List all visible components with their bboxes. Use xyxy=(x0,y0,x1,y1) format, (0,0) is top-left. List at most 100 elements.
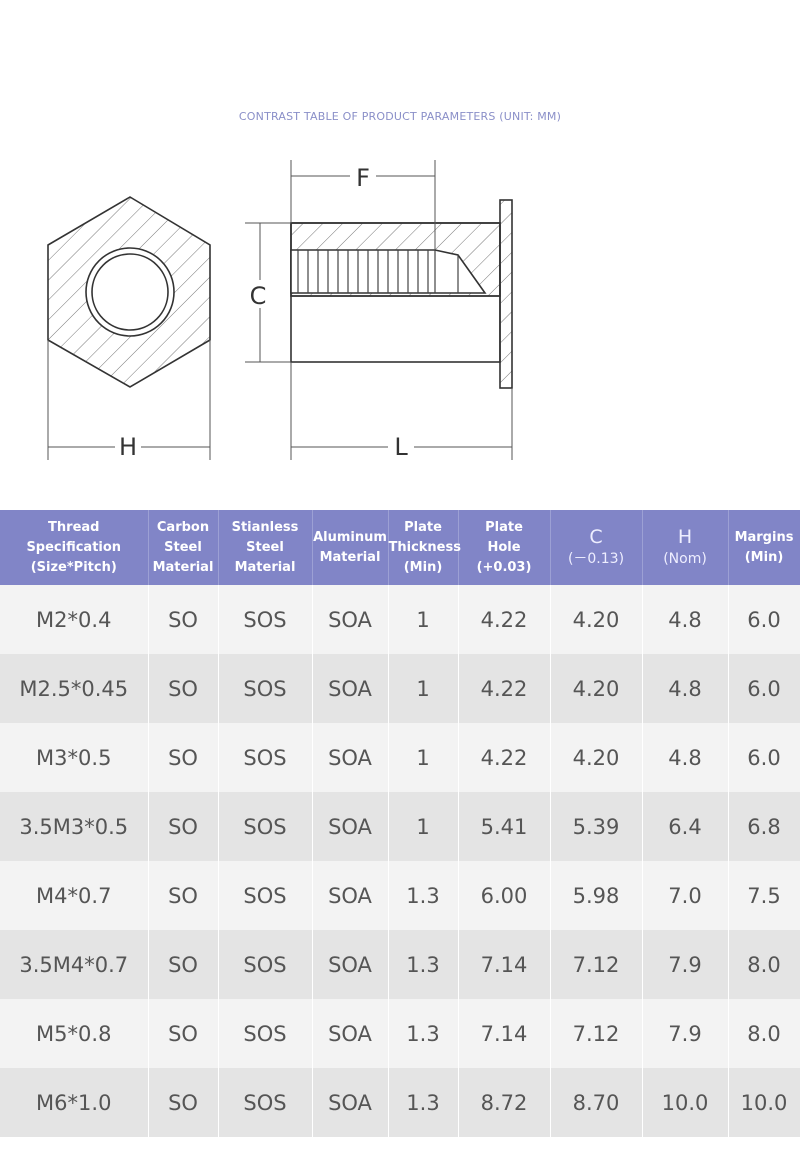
table-cell: SOA xyxy=(312,930,389,999)
table-row: 3.5M4*0.7 SO SOS SOA 1.3 7.14 7.12 7.9 8.0 xyxy=(0,930,800,999)
table-cell: 1 xyxy=(388,723,459,792)
table-cell: M3*0.5 xyxy=(0,723,149,792)
table-cell: 3.5M4*0.7 xyxy=(0,930,149,999)
header-text: Thread Specification xyxy=(26,519,122,555)
table-body: M2*0.4 SO SOS SOA 1 4.22 4.20 4.8 6.0 M2.5*0.45 SO… xyxy=(0,585,800,1137)
table-cell: SO xyxy=(148,999,219,1068)
table-cell: 4.20 xyxy=(550,654,643,723)
header-text: Steel xyxy=(164,539,202,555)
table-cell: SOS xyxy=(218,1068,313,1137)
table-cell: SOA xyxy=(312,1068,389,1137)
table-cell: 4.8 xyxy=(642,723,729,792)
table-cell: 5.39 xyxy=(550,792,643,861)
table-cell: SOS xyxy=(218,999,313,1068)
header-text: Thickness xyxy=(388,539,461,555)
title: CONTRAST TABLE OF PRODUCT PARAMETERS (UN… xyxy=(238,110,562,123)
table-cell: 1.3 xyxy=(388,930,459,999)
table-cell: SOA xyxy=(312,585,389,654)
table-cell: M4*0.7 xyxy=(0,861,149,930)
table-cell: 6.8 xyxy=(728,792,800,861)
header-text: (Size*Pitch) xyxy=(30,559,117,575)
table-cell: 5.41 xyxy=(458,792,551,861)
table-row: M6*1.0 SO SOS SOA 1.3 8.72 8.70 10.0 10.0 xyxy=(0,1068,800,1137)
table-cell: SO xyxy=(148,861,219,930)
header-text: (+0.03) xyxy=(476,559,532,575)
header-text: Material xyxy=(234,559,296,575)
table-cell: SOA xyxy=(312,723,389,792)
table-cell: SOS xyxy=(218,792,313,861)
table-cell: 1 xyxy=(388,792,459,861)
header-cell: Stianless Steel Material xyxy=(218,510,313,585)
table-cell: 4.20 xyxy=(550,585,643,654)
table-cell: 4.8 xyxy=(642,654,729,723)
table-cell: 7.12 xyxy=(550,930,643,999)
table-cell: 7.14 xyxy=(458,930,551,999)
header-text: Plate xyxy=(404,519,442,535)
table-cell: SO xyxy=(148,930,219,999)
dim-label: L xyxy=(394,433,408,461)
table-cell: SOA xyxy=(312,792,389,861)
table-cell: 10.0 xyxy=(728,1068,800,1137)
table-cell: 8.0 xyxy=(728,999,800,1068)
table-cell: SOS xyxy=(218,585,313,654)
table-cell: SOA xyxy=(312,999,389,1068)
table-row: M3*0.5 SO SOS SOA 1 4.22 4.20 4.8 6.0 xyxy=(0,723,800,792)
dim-label: C xyxy=(250,282,267,310)
header-cell: Plate Hole (+0.03) xyxy=(458,510,551,585)
table-cell: SOS xyxy=(218,723,313,792)
header-cell: H (Nom) xyxy=(642,510,729,585)
table-cell: 1 xyxy=(388,654,459,723)
table-cell: 7.9 xyxy=(642,930,729,999)
table-cell: M2.5*0.45 xyxy=(0,654,149,723)
header-cell: Carbon Steel Material xyxy=(148,510,219,585)
table-cell: 7.5 xyxy=(728,861,800,930)
diagram: F C H L xyxy=(47,160,513,461)
header-text: Margins xyxy=(734,529,794,545)
header-text: C xyxy=(589,525,603,548)
table-cell: SOA xyxy=(312,654,389,723)
table-cell: 4.22 xyxy=(458,654,551,723)
header-text: Stianless xyxy=(231,519,299,535)
table-cell: 8.0 xyxy=(728,930,800,999)
table-cell: 6.0 xyxy=(728,654,800,723)
table-cell: 6.4 xyxy=(642,792,729,861)
header-text: Aluminum xyxy=(313,529,387,545)
table-cell: 7.12 xyxy=(550,999,643,1068)
table-cell: 1.3 xyxy=(388,999,459,1068)
table-cell: SO xyxy=(148,585,219,654)
header-cell: Thread Specification (Size*Pitch) xyxy=(0,510,149,585)
header-text: H xyxy=(677,525,693,548)
table-cell: 1.3 xyxy=(388,1068,459,1137)
table-cell: 7.9 xyxy=(642,999,729,1068)
table-cell: 6.0 xyxy=(728,585,800,654)
header-text: Carbon xyxy=(156,519,210,535)
table-cell: SO xyxy=(148,1068,219,1137)
table-cell: 5.98 xyxy=(550,861,643,930)
table-cell: 4.8 xyxy=(642,585,729,654)
table-cell: SO xyxy=(148,723,219,792)
header-cell: Plate Thickness (Min) xyxy=(388,510,461,585)
table-cell: 7.14 xyxy=(458,999,551,1068)
header-text: Material xyxy=(319,549,381,565)
table-cell: 7.0 xyxy=(642,861,729,930)
table-cell: SO xyxy=(148,792,219,861)
header-text: Steel xyxy=(246,539,284,555)
table-cell: M2*0.4 xyxy=(0,585,149,654)
dim-label: H xyxy=(119,433,137,461)
table-cell: 6.0 xyxy=(728,723,800,792)
header-text: (Min) xyxy=(744,549,784,565)
table-cell: 3.5M3*0.5 xyxy=(0,792,149,861)
table-cell: SO xyxy=(148,654,219,723)
table-row: M2.5*0.45 SO SOS SOA 1 4.22 4.20 4.8 6.0 xyxy=(0,654,800,723)
table-cell: 8.72 xyxy=(458,1068,551,1137)
table-cell: SOA xyxy=(312,861,389,930)
header-cell: C (－0.13) xyxy=(550,510,643,585)
header-text: (－0.13) xyxy=(567,550,625,567)
table-cell: 4.22 xyxy=(458,723,551,792)
table-row: M2*0.4 SO SOS SOA 1 4.22 4.20 4.8 6.0 xyxy=(0,585,800,654)
header-cell: Margins (Min) xyxy=(728,510,800,585)
table-cell: 8.70 xyxy=(550,1068,643,1137)
header-text: Material xyxy=(152,559,214,575)
table-cell: 6.00 xyxy=(458,861,551,930)
table-cell: SOS xyxy=(218,861,313,930)
